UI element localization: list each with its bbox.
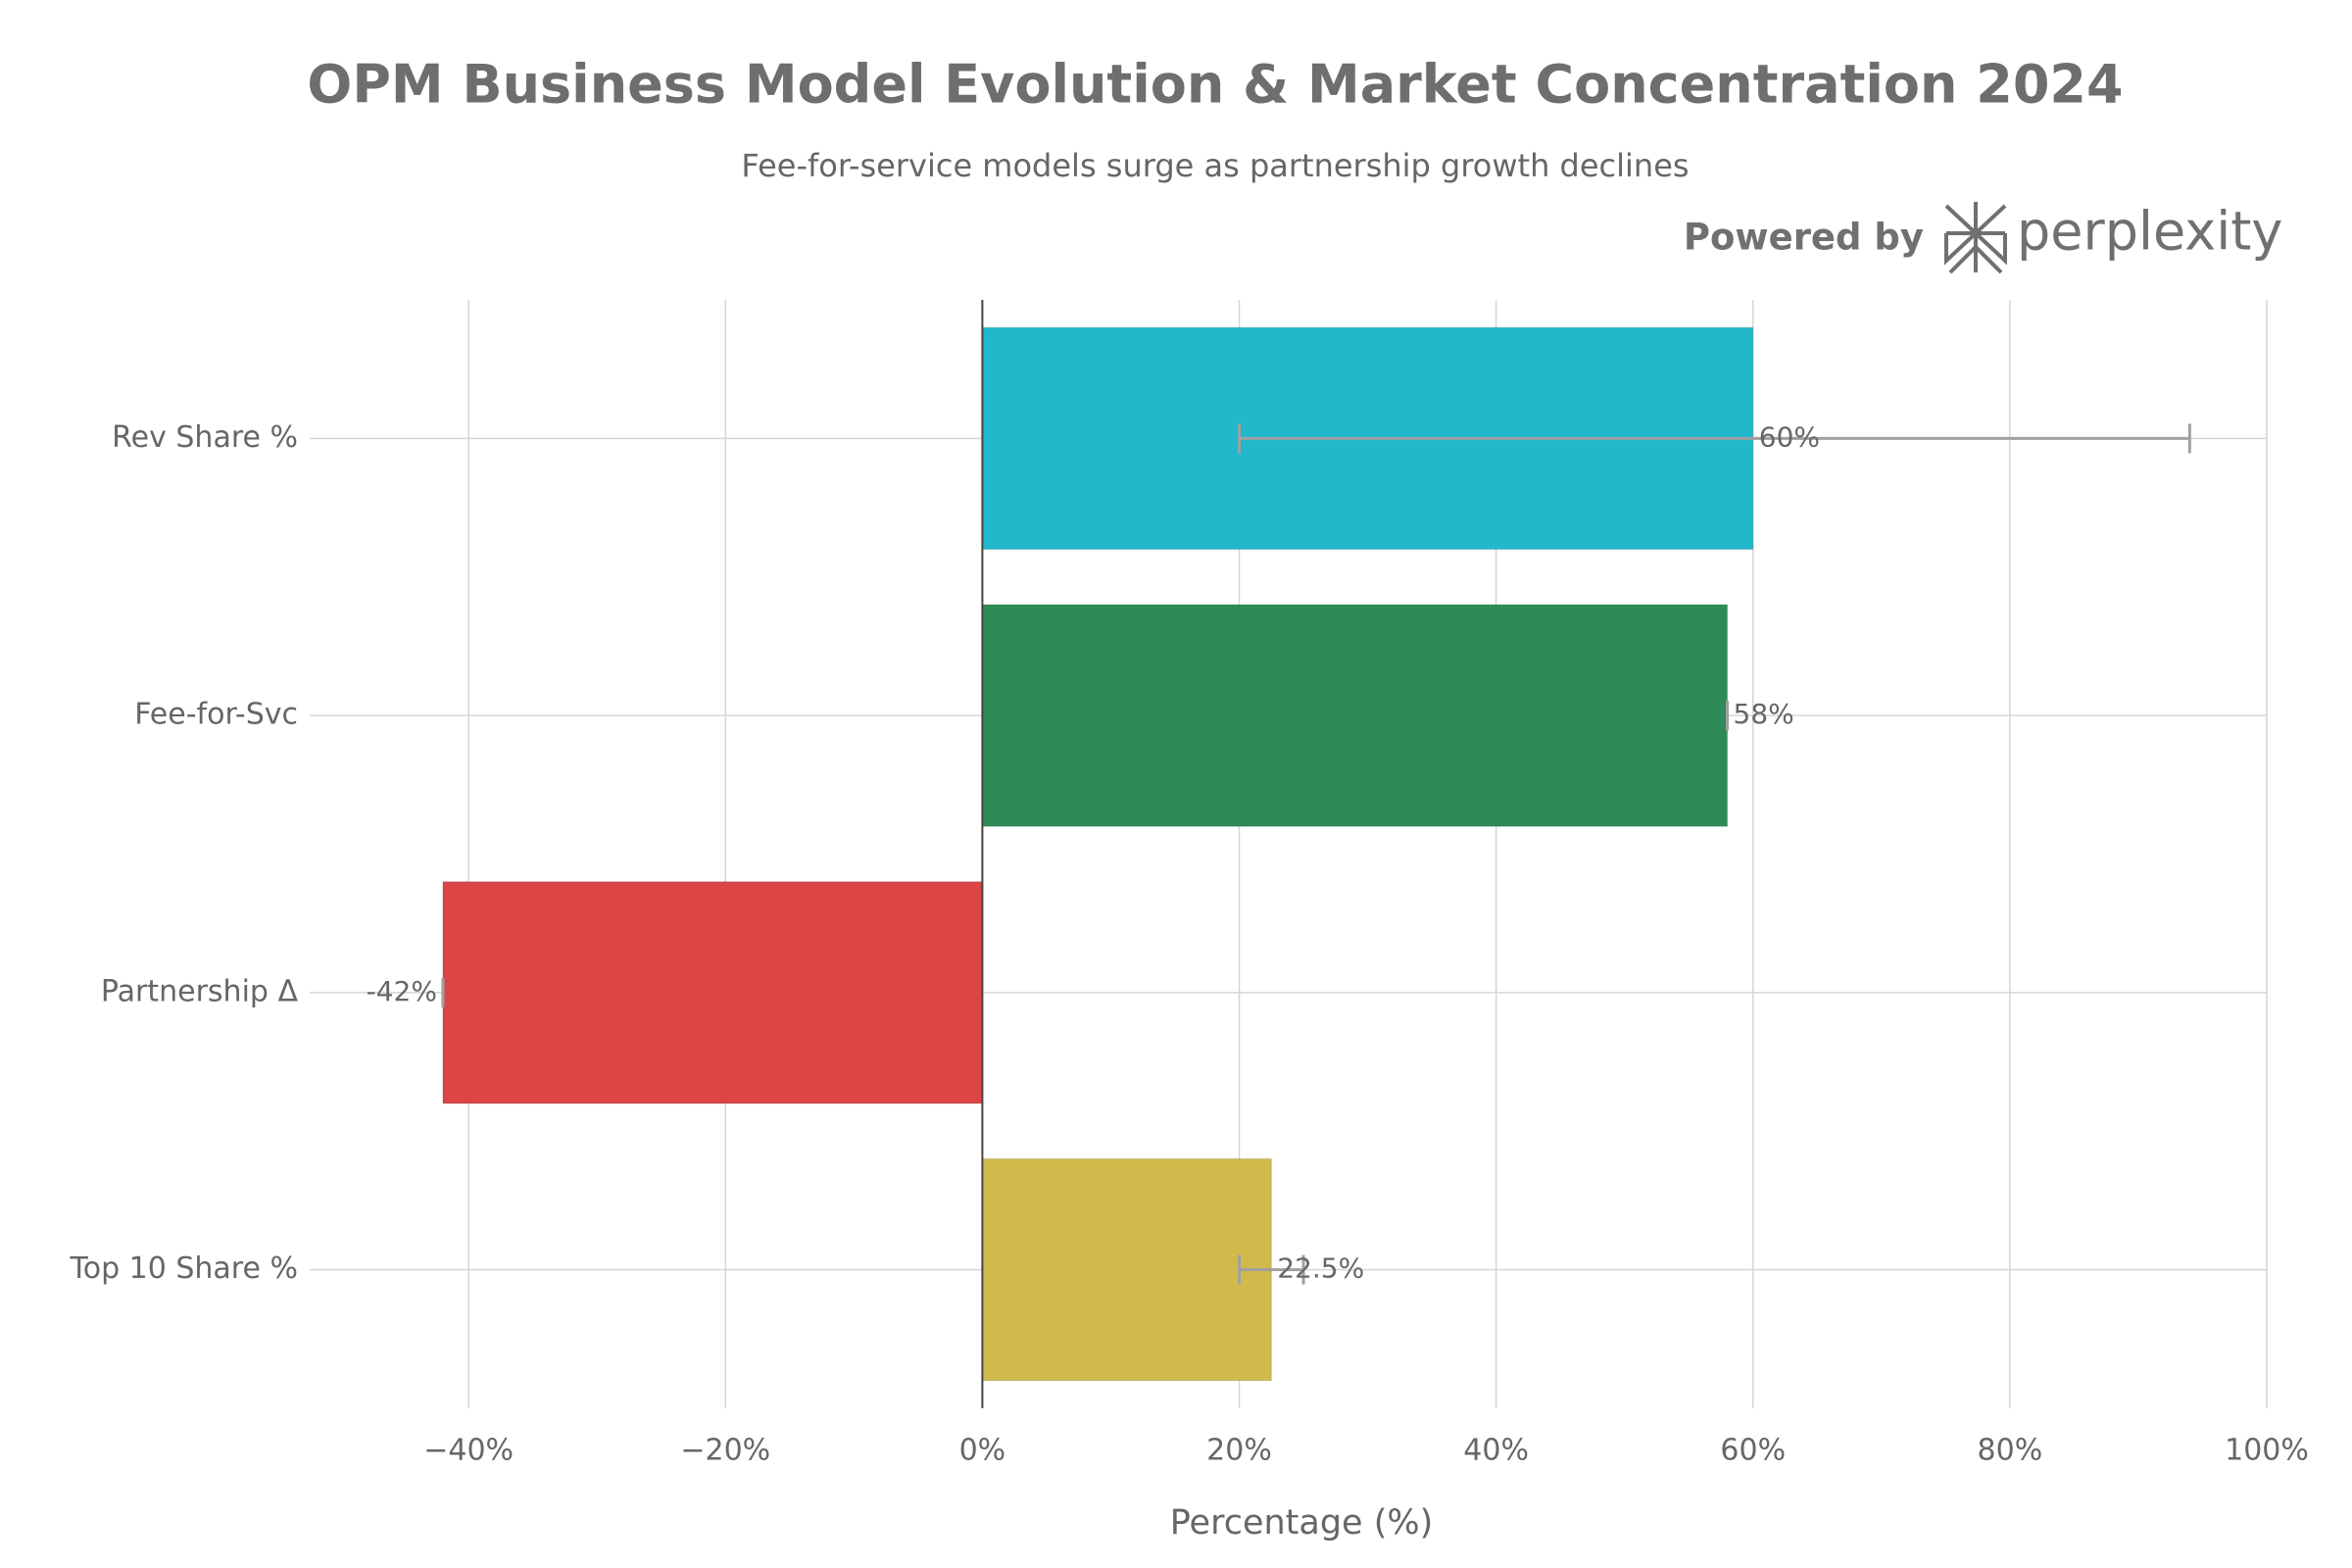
- x-tick-label: −40%: [423, 1434, 514, 1468]
- x-axis-title: Percentage (%): [1170, 1503, 1434, 1543]
- y-tick-label: Partnership Δ: [101, 974, 299, 1008]
- bar: [981, 1158, 1272, 1382]
- x-tick-label: 0%: [959, 1434, 1006, 1468]
- x-tick-label: 60%: [1720, 1434, 1786, 1468]
- x-tick-label: −20%: [680, 1434, 770, 1468]
- chart-subtitle: Fee-for-service models surge as partners…: [741, 147, 1689, 184]
- brand-prefix: Powered by: [1684, 217, 1924, 259]
- x-tick-label: 20%: [1206, 1434, 1272, 1468]
- branding: Powered by perplexity: [1684, 201, 2282, 274]
- bar: [442, 881, 983, 1104]
- value-label: 22.5%: [1277, 1252, 1364, 1285]
- value-label: 60%: [1759, 420, 1820, 453]
- y-tick-label: Top 10 Share %: [70, 1251, 299, 1286]
- error-bar: [1238, 1254, 1305, 1285]
- y-tick-label: Rev Share %: [112, 420, 298, 455]
- error-bar: [1238, 423, 2191, 454]
- annotations: 60% 58% -42% 22.5%: [367, 300, 2191, 1408]
- x-tick-label: 40%: [1463, 1434, 1529, 1468]
- x-tick-label: 80%: [1978, 1434, 2043, 1468]
- bar: [981, 604, 1729, 827]
- value-label: 58%: [1734, 698, 1794, 730]
- brand-name: perplexity: [2017, 201, 2282, 263]
- brand-logo: [1944, 202, 2007, 274]
- chart-title: OPM Business Model Evolution & Market Co…: [307, 54, 2123, 116]
- y-tick-label: Fee-for-Svc: [134, 698, 298, 732]
- x-tick-label: 100%: [2225, 1434, 2309, 1468]
- value-label: -42%: [367, 975, 437, 1007]
